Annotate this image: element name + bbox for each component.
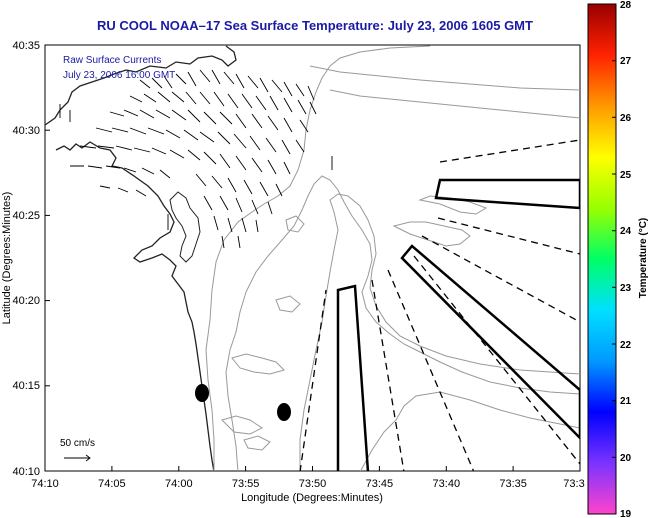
colorbar-tick-label: 20	[620, 453, 632, 464]
x-tick-label: 73:55	[232, 478, 260, 490]
y-tick-label: 40:20	[12, 295, 40, 307]
y-axis-label: Latitude (Degrees:Minutes)	[1, 192, 13, 325]
x-tick-label: 74:00	[165, 478, 193, 490]
x-tick-label: 74:05	[98, 478, 126, 490]
surface-current-vectors	[59, 69, 333, 462]
y-tick-labels: 40:35 40:30 40:25 40:20 40:15 40:10	[12, 40, 40, 478]
x-tick-labels: 74:10 74:05 74:00 73:55 73:50 73:45 73:4…	[31, 478, 584, 490]
y-tick-label: 40:30	[12, 125, 40, 137]
boundary-polygons	[336, 178, 580, 471]
overlay-line-1: Raw Surface Currents	[63, 55, 161, 66]
x-tick-label: 73:35	[499, 478, 527, 490]
colorbar-tick-labels: 28 27 26 25 24 23 22 21 20 19	[620, 0, 632, 518]
colorbar-tick-label: 26	[620, 113, 632, 124]
x-tick-label: 73:50	[299, 478, 327, 490]
colorbar-tick-label: 23	[620, 283, 632, 294]
dashed-lines	[299, 139, 580, 471]
x-tick-label: 73:45	[366, 478, 394, 490]
y-tick-label: 40:10	[12, 466, 40, 478]
scale-label: 50 cm/s	[60, 438, 95, 449]
colorbar-ticks	[612, 60, 616, 458]
colorbar	[587, 3, 617, 515]
x-ticks	[44, 466, 514, 471]
station-marker	[195, 384, 209, 402]
y-tick-label: 40:25	[12, 210, 40, 222]
plot-frame	[44, 44, 581, 472]
station-marker	[277, 403, 291, 421]
colorbar-tick-label: 25	[620, 170, 632, 181]
y-tick-label: 40:35	[12, 40, 40, 52]
y-ticks	[45, 129, 50, 387]
coastline-2	[169, 191, 201, 263]
colorbar-tick-label: 28	[620, 0, 632, 11]
map-title: RU COOL NOAA–17 Sea Surface Temperature:…	[97, 18, 533, 33]
colorbar-tick-label: 19	[620, 509, 632, 518]
colorbar-tick-label: 27	[620, 56, 632, 67]
colorbar-tick-label: 22	[620, 340, 632, 351]
coastline	[45, 45, 237, 471]
x-axis-label: Longitude (Degrees:Minutes)	[241, 492, 383, 504]
x-tick-label: 73:40	[433, 478, 461, 490]
colorbar-label: Temperature (°C)	[638, 218, 649, 299]
colorbar-tick-label: 21	[620, 396, 632, 407]
x-tick-label: 73:3	[563, 478, 584, 490]
colorbar-tick-label: 24	[620, 226, 632, 237]
x-tick-label: 74:10	[31, 478, 59, 490]
overlay-line-2: July 23, 2006 16:00 GMT	[63, 70, 175, 81]
y-tick-label: 40:15	[12, 380, 40, 392]
